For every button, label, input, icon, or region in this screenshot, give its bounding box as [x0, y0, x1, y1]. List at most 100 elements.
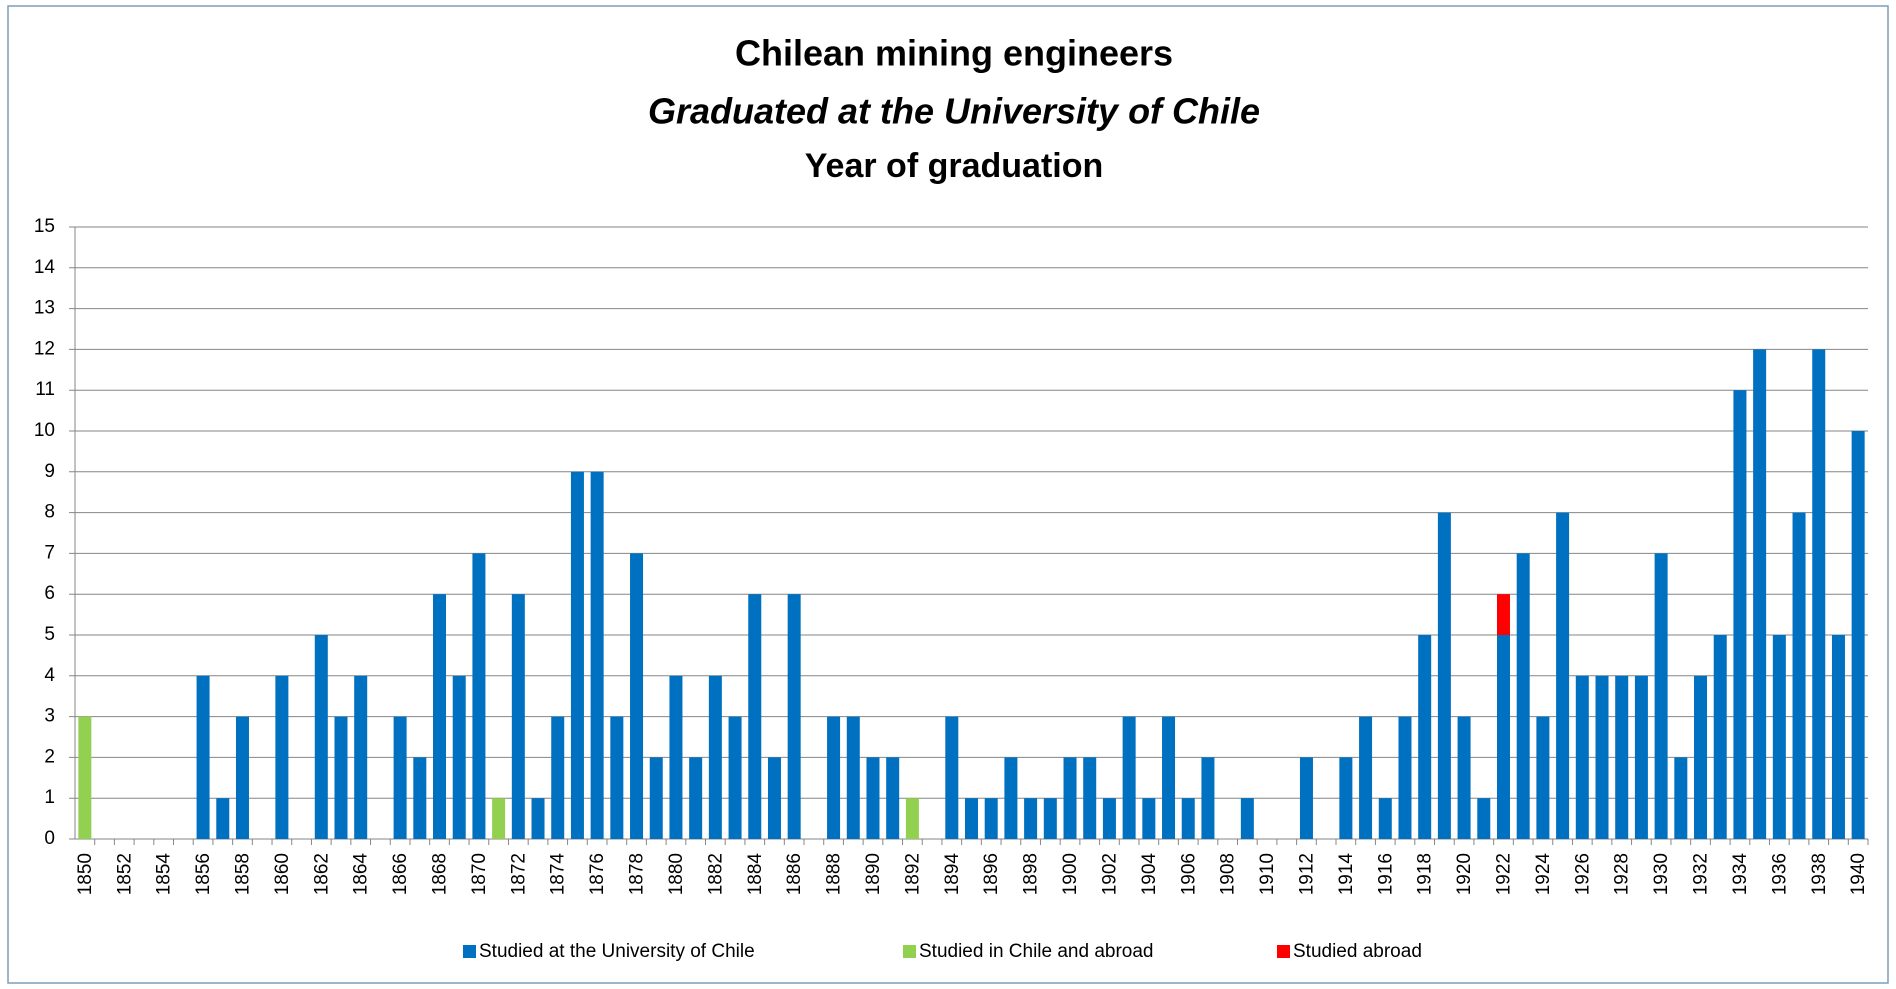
bar-segment [492, 798, 506, 839]
legend-label: Studied at the University of Chile [479, 941, 755, 962]
x-tick-label: 1926 [1572, 853, 1593, 895]
x-tick-label: 1904 [1139, 853, 1160, 896]
y-tick-label: 10 [34, 420, 55, 441]
bar-segment [1575, 675, 1589, 839]
x-tick-label: 1916 [1375, 853, 1396, 895]
bar-segment [1142, 798, 1156, 839]
x-tick-label: 1936 [1769, 853, 1790, 895]
bar-segment [216, 798, 230, 839]
bar-segment [1536, 716, 1550, 839]
y-tick-label: 4 [44, 665, 55, 686]
bar-segment [827, 716, 841, 839]
x-tick-label: 1930 [1651, 853, 1672, 895]
bar-segment [531, 798, 545, 839]
chart-title: Chilean mining engineers [735, 33, 1173, 74]
legend-label: Studied abroad [1293, 941, 1422, 962]
bar-segment [1378, 798, 1392, 839]
bar-segment [1339, 757, 1353, 839]
bar-segment [1595, 675, 1609, 839]
legend-swatch [903, 945, 916, 958]
x-tick-label: 1890 [863, 853, 884, 895]
x-tick-label: 1908 [1218, 853, 1239, 895]
bar-segment [787, 594, 801, 839]
x-tick-label: 1864 [351, 853, 372, 896]
bar-segment [1418, 635, 1432, 839]
bar-segment [1634, 675, 1648, 839]
bar-segment [1024, 798, 1038, 839]
bar-segment [275, 675, 289, 839]
bar-segment [610, 716, 624, 839]
bar-segment [393, 716, 407, 839]
bar-segment [1181, 798, 1195, 839]
bar-segment [1674, 757, 1688, 839]
bar-segment [649, 757, 663, 839]
bar-segment [669, 675, 683, 839]
x-tick-label: 1894 [942, 853, 963, 896]
bar-segment [1457, 716, 1471, 839]
bar-segment [964, 798, 979, 839]
bar-segment [1122, 716, 1136, 839]
bar-segment [1496, 594, 1510, 635]
bar-segment [1772, 635, 1786, 839]
bar-segment [767, 757, 781, 839]
bar-segment [354, 675, 368, 839]
bar-segment [452, 675, 466, 839]
bar-segment [846, 716, 860, 839]
x-tick-label: 1924 [1533, 853, 1554, 896]
bar-segment [590, 471, 604, 839]
x-tick-label: 1886 [784, 853, 805, 895]
legend-swatch [1277, 945, 1290, 958]
y-tick-label: 2 [44, 746, 55, 767]
x-tick-label: 1888 [824, 853, 845, 895]
x-tick-label: 1934 [1730, 853, 1751, 896]
bar-segment [630, 553, 644, 839]
legend-label: Studied in Chile and abroad [919, 941, 1154, 962]
bar-segment [1812, 349, 1826, 839]
y-tick-label: 11 [35, 379, 55, 400]
x-tick-label: 1910 [1257, 853, 1278, 895]
bar-segment [413, 757, 427, 839]
x-tick-label: 1874 [548, 853, 569, 896]
y-tick-label: 9 [44, 461, 55, 482]
x-tick-label: 1918 [1415, 853, 1436, 895]
y-tick-label: 15 [34, 216, 55, 237]
bar-segment [1516, 553, 1530, 839]
x-tick-label: 1940 [1848, 853, 1869, 895]
bar-segment [1043, 798, 1057, 839]
x-tick-label: 1880 [666, 853, 687, 895]
y-tick-label: 13 [34, 298, 55, 319]
bar-segment [1398, 716, 1412, 839]
bar-segment [689, 757, 703, 839]
bar-segment [1201, 757, 1215, 839]
y-tick-label: 3 [44, 706, 55, 727]
x-tick-label: 1928 [1612, 853, 1633, 895]
x-tick-label: 1922 [1494, 853, 1515, 895]
x-tick-label: 1858 [232, 853, 253, 895]
y-tick-label: 8 [44, 502, 55, 523]
bar-segment [1654, 553, 1668, 839]
bar-segment [728, 716, 742, 839]
axis-title: Year of graduation [805, 147, 1104, 185]
y-tick-label: 14 [34, 257, 56, 278]
bar-segment [1851, 431, 1865, 839]
x-tick-label: 1898 [1021, 853, 1042, 895]
bar-segment [866, 757, 880, 839]
x-tick-label: 1850 [75, 853, 96, 895]
bar-segment [905, 798, 919, 839]
bar-segment [1733, 390, 1747, 839]
bar-segment [1615, 675, 1629, 839]
y-tick-label: 1 [44, 787, 55, 808]
y-tick-label: 7 [44, 542, 55, 563]
y-tick-label: 0 [44, 828, 55, 849]
bar-segment [472, 553, 486, 839]
x-tick-label: 1852 [114, 853, 135, 895]
bar-segment [570, 471, 584, 839]
x-tick-label: 1914 [1336, 853, 1357, 896]
x-tick-label: 1884 [745, 853, 766, 896]
x-tick-label: 1912 [1296, 853, 1317, 895]
bar-segment [78, 716, 92, 839]
bar-segment [1753, 349, 1767, 839]
chart-subtitle: Graduated at the University of Chile [648, 91, 1260, 132]
x-tick-label: 1920 [1454, 853, 1475, 895]
